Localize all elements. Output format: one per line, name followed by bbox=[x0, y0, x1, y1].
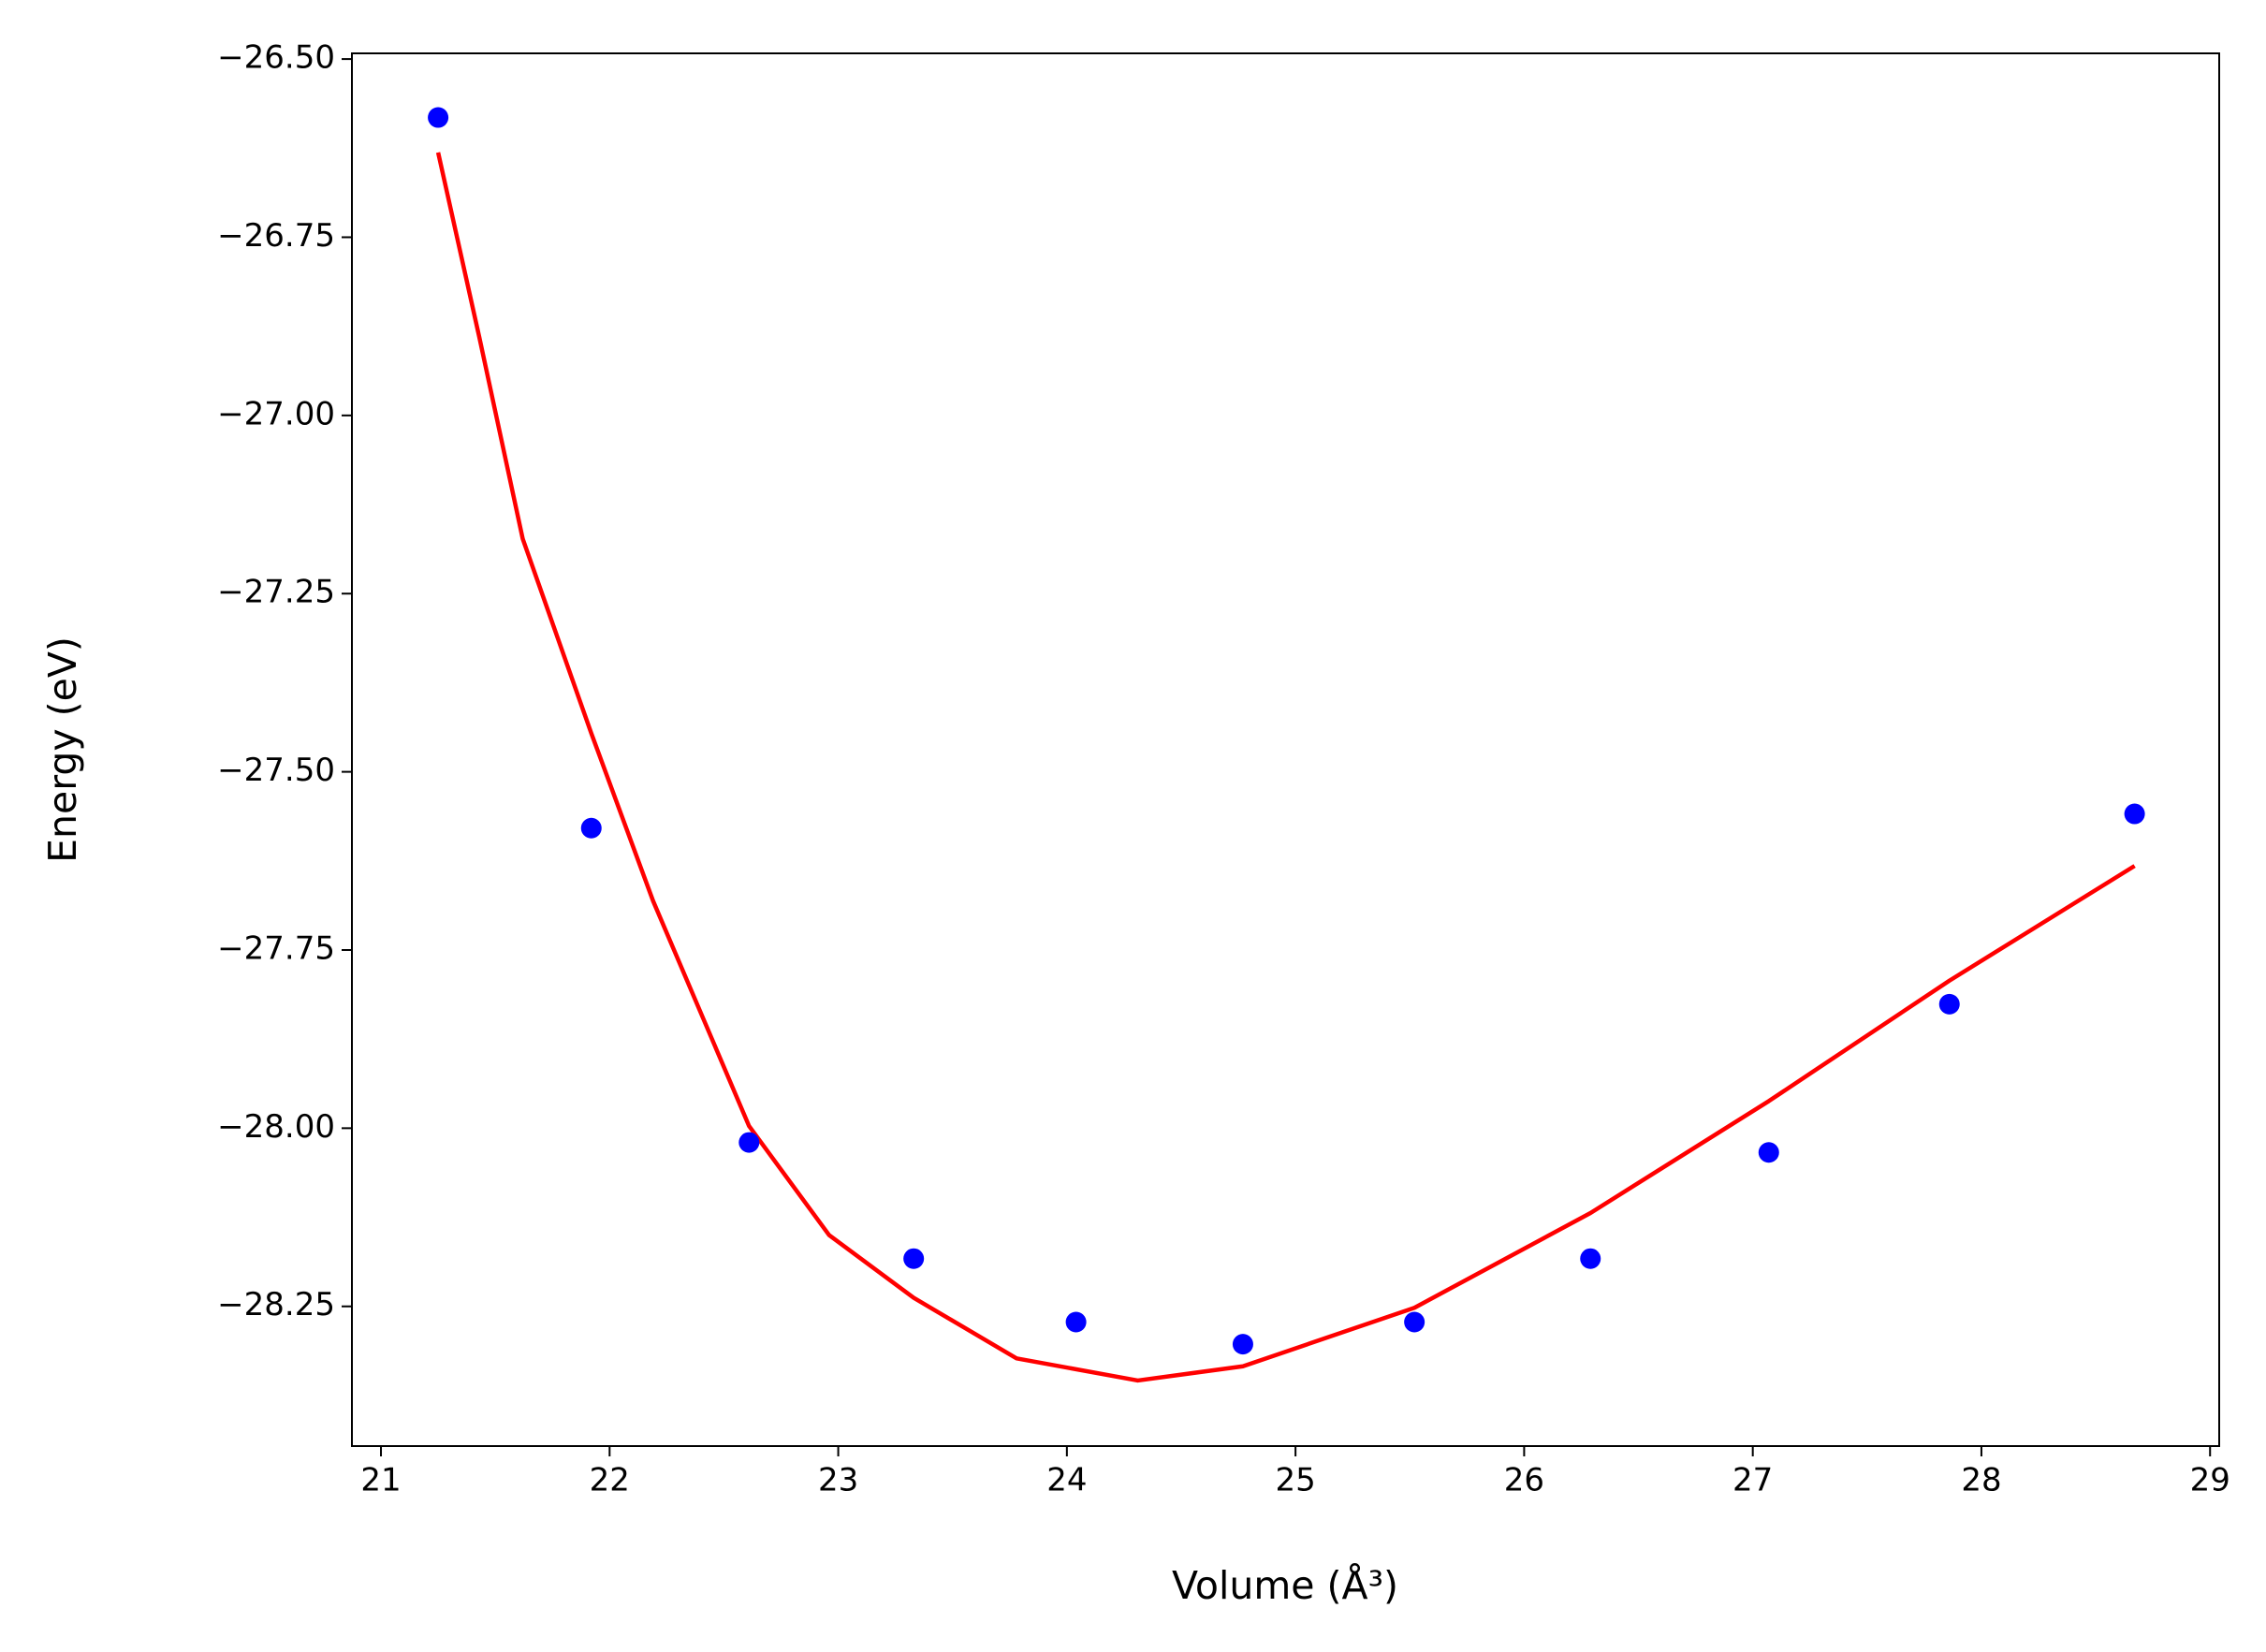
data-point bbox=[1580, 1248, 1601, 1269]
x-tick-label: 23 bbox=[818, 1462, 858, 1499]
y-tick-label: −27.00 bbox=[217, 395, 335, 432]
fit-line bbox=[435, 152, 2136, 1383]
x-tick-label: 24 bbox=[1046, 1462, 1087, 1499]
data-point bbox=[428, 107, 449, 128]
y-axis-label: Energy (eV) bbox=[40, 636, 85, 863]
data-point bbox=[903, 1248, 925, 1269]
data-point bbox=[1404, 1311, 1425, 1333]
data-point bbox=[1232, 1334, 1253, 1355]
x-tick-label: 28 bbox=[1961, 1462, 2001, 1499]
data-point bbox=[2124, 803, 2145, 825]
y-tick-label: −28.25 bbox=[217, 1286, 335, 1323]
y-tick-label: −26.50 bbox=[217, 39, 335, 77]
y-tick-label: −27.75 bbox=[217, 929, 335, 967]
data-point bbox=[738, 1132, 760, 1153]
y-tick-label: −27.50 bbox=[217, 752, 335, 789]
x-tick-label: 26 bbox=[1504, 1462, 1544, 1499]
data-point bbox=[1938, 993, 1960, 1015]
x-tick-label: 22 bbox=[590, 1462, 630, 1499]
data-point bbox=[580, 817, 602, 839]
x-axis-label: Volume (Å³) bbox=[1172, 1563, 1398, 1608]
x-tick-label: 21 bbox=[360, 1462, 401, 1499]
x-tick-label: 27 bbox=[1732, 1462, 1773, 1499]
data-point bbox=[1065, 1311, 1087, 1333]
plot-frame bbox=[351, 52, 2220, 1447]
y-tick-label: −27.25 bbox=[217, 574, 335, 611]
y-tick-label: −26.75 bbox=[217, 217, 335, 255]
y-tick-label: −28.00 bbox=[217, 1108, 335, 1146]
x-tick-label: 25 bbox=[1275, 1462, 1315, 1499]
data-point bbox=[1758, 1142, 1779, 1163]
x-tick-label: 29 bbox=[2190, 1462, 2230, 1499]
